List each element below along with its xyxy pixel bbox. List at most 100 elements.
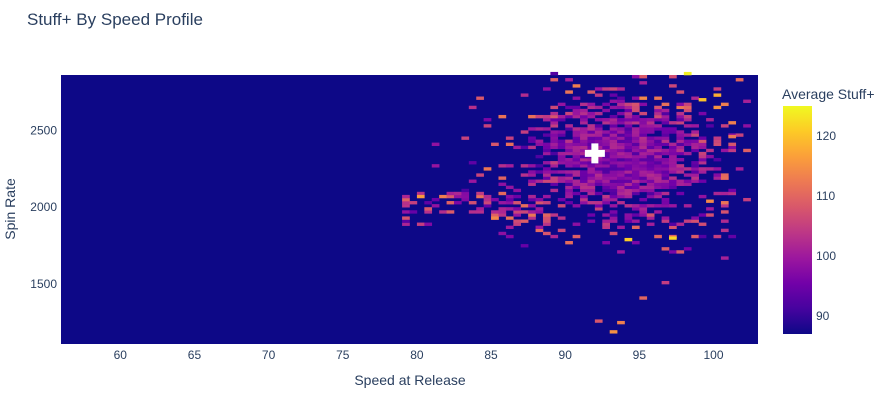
heatmap-cell bbox=[706, 199, 714, 203]
heatmap-cell bbox=[691, 124, 699, 128]
heatmap-cell bbox=[713, 139, 722, 143]
heatmap-cell bbox=[557, 216, 566, 220]
heatmap-cell bbox=[513, 194, 522, 199]
heatmap-cell bbox=[572, 127, 581, 131]
heatmap-cell bbox=[557, 170, 566, 174]
heatmap-cell bbox=[661, 170, 670, 174]
heatmap-cell bbox=[609, 191, 618, 196]
heatmap-cell bbox=[691, 142, 699, 147]
heatmap-cell bbox=[594, 93, 603, 97]
heatmap-cell bbox=[528, 145, 536, 150]
heatmap-cell bbox=[631, 130, 640, 134]
heatmap-cell bbox=[491, 210, 499, 214]
heatmap-cell bbox=[402, 219, 410, 223]
heatmap-cell bbox=[424, 210, 433, 214]
heatmap-cell bbox=[513, 145, 522, 150]
heatmap-cell bbox=[572, 114, 581, 119]
heatmap-cell bbox=[409, 210, 418, 214]
heatmap-cell bbox=[735, 133, 744, 137]
heatmap-cell bbox=[624, 164, 633, 168]
heatmap-cell bbox=[542, 201, 551, 205]
heatmap-cell bbox=[609, 145, 618, 150]
heatmap-cell bbox=[661, 130, 670, 134]
heatmap-cell bbox=[513, 222, 522, 226]
heatmap-cell bbox=[631, 185, 640, 190]
heatmap-cell bbox=[631, 173, 640, 177]
heatmap-cell bbox=[572, 139, 581, 143]
heatmap-cell bbox=[594, 87, 603, 91]
heatmap-cell bbox=[594, 204, 603, 208]
heatmap-cell bbox=[683, 182, 692, 186]
x-tick-label: 75 bbox=[336, 348, 350, 362]
heatmap-cell bbox=[646, 173, 655, 177]
heatmap-cell bbox=[639, 179, 648, 183]
heatmap-cell bbox=[617, 105, 625, 110]
heatmap-cell bbox=[691, 170, 699, 174]
heatmap-cell bbox=[565, 127, 573, 131]
heatmap-cell bbox=[631, 204, 640, 208]
heatmap-cell bbox=[483, 124, 492, 128]
heatmap-cell bbox=[698, 170, 707, 174]
heatmap-cell bbox=[617, 142, 625, 147]
heatmap-cell bbox=[594, 136, 603, 140]
heatmap-cell bbox=[654, 191, 662, 196]
heatmap-cell bbox=[580, 102, 588, 107]
heatmap-cell bbox=[624, 121, 633, 125]
heatmap-cell bbox=[639, 111, 648, 116]
heatmap-cell bbox=[683, 173, 692, 177]
heatmap-cell bbox=[691, 161, 699, 165]
heatmap-cell bbox=[580, 139, 588, 143]
heatmap-cell bbox=[743, 148, 751, 153]
heatmap-cell bbox=[646, 188, 655, 193]
heatmap-cell bbox=[491, 216, 499, 220]
heatmap-cell bbox=[661, 173, 670, 177]
heatmap-cell bbox=[565, 90, 573, 94]
heatmap-cell bbox=[720, 210, 729, 214]
heatmap-cell bbox=[453, 194, 462, 199]
heatmap-cell bbox=[520, 164, 529, 168]
heatmap-cell bbox=[676, 158, 685, 162]
heatmap-cell bbox=[631, 75, 640, 79]
heatmap-cell bbox=[720, 228, 729, 233]
heatmap-cell bbox=[617, 127, 625, 131]
heatmap-cell bbox=[728, 188, 737, 193]
heatmap-cell bbox=[550, 71, 559, 76]
heatmap-cell bbox=[631, 148, 640, 153]
heatmap-cell bbox=[572, 170, 581, 174]
heatmap-cell bbox=[631, 158, 640, 162]
heatmap-cell bbox=[580, 114, 588, 119]
heatmap-cell bbox=[528, 197, 536, 202]
heatmap-cell bbox=[557, 114, 566, 119]
heatmap-cell bbox=[661, 158, 670, 162]
heatmap-cell bbox=[439, 194, 447, 199]
heatmap-cell bbox=[631, 179, 640, 183]
heatmap-cell bbox=[572, 136, 581, 140]
heatmap-cell bbox=[624, 237, 633, 242]
heatmap-cell bbox=[631, 142, 640, 147]
heatmap-cell bbox=[631, 164, 640, 168]
heatmap-cell bbox=[631, 136, 640, 140]
y-axis-label: Spin Rate bbox=[2, 178, 18, 240]
heatmap-cell bbox=[713, 234, 722, 239]
heatmap-cell bbox=[587, 173, 596, 177]
heatmap-cell bbox=[550, 133, 559, 137]
heatmap-cell bbox=[580, 176, 588, 180]
heatmap-cell bbox=[661, 118, 670, 122]
heatmap-cell bbox=[713, 158, 722, 162]
heatmap-cell bbox=[580, 194, 588, 199]
heatmap-cell bbox=[691, 234, 699, 239]
heatmap-cell bbox=[639, 148, 648, 153]
heatmap-cell bbox=[691, 176, 699, 180]
heatmap-cell bbox=[513, 188, 522, 193]
heatmap-cell bbox=[557, 102, 566, 107]
heatmap-cell bbox=[706, 148, 714, 153]
heatmap-cell bbox=[617, 164, 625, 168]
heatmap-cell bbox=[639, 158, 648, 162]
heatmap-cell bbox=[565, 201, 573, 205]
heatmap-cell bbox=[542, 194, 551, 199]
heatmap-cell bbox=[609, 124, 618, 128]
heatmap-cell bbox=[676, 114, 685, 119]
heatmap-cell bbox=[698, 213, 707, 217]
heatmap-cell bbox=[631, 207, 640, 211]
heatmap-cell bbox=[624, 136, 633, 140]
